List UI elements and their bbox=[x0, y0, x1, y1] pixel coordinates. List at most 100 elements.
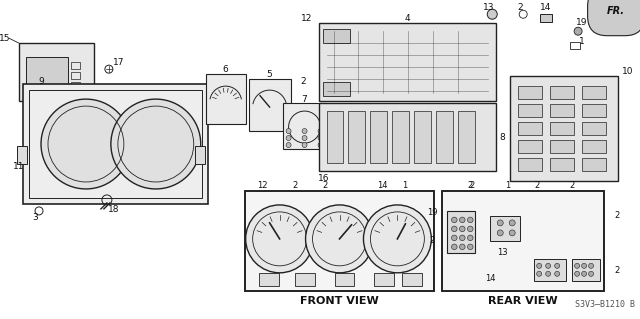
Text: FRONT VIEW: FRONT VIEW bbox=[300, 296, 379, 306]
Circle shape bbox=[451, 235, 457, 241]
Text: 1: 1 bbox=[402, 182, 407, 190]
Text: 2: 2 bbox=[292, 182, 297, 190]
Bar bbox=[294, 273, 314, 286]
Text: 2: 2 bbox=[301, 77, 307, 85]
Bar bbox=[319, 23, 496, 101]
Bar bbox=[205, 74, 246, 124]
Bar bbox=[582, 158, 606, 171]
Bar bbox=[518, 140, 542, 153]
Circle shape bbox=[451, 217, 457, 223]
Text: 13: 13 bbox=[483, 3, 494, 12]
Text: 2: 2 bbox=[468, 182, 473, 190]
Bar bbox=[550, 104, 574, 117]
Circle shape bbox=[460, 226, 465, 232]
Text: 19: 19 bbox=[427, 208, 438, 218]
Circle shape bbox=[467, 226, 473, 232]
Bar bbox=[244, 191, 435, 291]
Bar bbox=[326, 111, 344, 163]
Text: 9: 9 bbox=[38, 77, 44, 85]
Circle shape bbox=[451, 226, 457, 232]
Bar bbox=[572, 259, 600, 281]
Bar bbox=[582, 86, 606, 99]
Circle shape bbox=[589, 263, 593, 268]
Circle shape bbox=[497, 220, 503, 226]
Bar bbox=[550, 86, 574, 99]
Bar bbox=[458, 111, 476, 163]
Circle shape bbox=[460, 244, 465, 250]
Bar bbox=[23, 84, 208, 204]
Text: 2: 2 bbox=[322, 182, 327, 190]
Text: 17: 17 bbox=[113, 58, 124, 67]
Circle shape bbox=[537, 271, 541, 276]
Text: REAR VIEW: REAR VIEW bbox=[488, 296, 558, 306]
Bar bbox=[582, 122, 606, 135]
Text: 19: 19 bbox=[577, 18, 588, 27]
Circle shape bbox=[487, 9, 497, 19]
Bar bbox=[550, 140, 574, 153]
Circle shape bbox=[318, 136, 323, 141]
Circle shape bbox=[318, 129, 323, 134]
Text: 8: 8 bbox=[499, 132, 505, 142]
Bar bbox=[349, 111, 365, 163]
Bar bbox=[414, 111, 431, 163]
Text: 18: 18 bbox=[108, 205, 120, 214]
Bar bbox=[534, 259, 566, 281]
Text: S3V3–B1210 B: S3V3–B1210 B bbox=[575, 300, 635, 309]
Circle shape bbox=[575, 263, 580, 268]
Bar bbox=[17, 146, 27, 164]
Text: 2: 2 bbox=[429, 236, 435, 245]
Text: 4: 4 bbox=[404, 14, 410, 23]
Circle shape bbox=[111, 99, 201, 189]
Circle shape bbox=[305, 205, 374, 273]
Bar bbox=[323, 82, 351, 96]
Bar bbox=[319, 103, 496, 171]
Bar bbox=[29, 90, 202, 198]
Text: 11: 11 bbox=[13, 162, 25, 172]
Text: 2: 2 bbox=[470, 182, 475, 190]
Text: 15: 15 bbox=[0, 34, 11, 43]
Bar bbox=[195, 146, 205, 164]
Bar bbox=[442, 191, 604, 291]
Bar bbox=[71, 82, 80, 89]
Bar bbox=[436, 111, 453, 163]
Circle shape bbox=[460, 235, 465, 241]
Circle shape bbox=[286, 129, 291, 134]
Bar bbox=[447, 211, 476, 253]
Circle shape bbox=[467, 235, 473, 241]
Bar bbox=[582, 104, 606, 117]
Circle shape bbox=[460, 217, 465, 223]
Bar bbox=[490, 216, 520, 241]
Bar bbox=[392, 111, 410, 163]
Text: 5: 5 bbox=[267, 70, 273, 79]
Bar bbox=[518, 104, 542, 117]
Bar bbox=[71, 62, 80, 69]
Circle shape bbox=[451, 244, 457, 250]
Bar bbox=[249, 79, 291, 131]
Text: 14: 14 bbox=[377, 182, 388, 190]
Text: 14: 14 bbox=[485, 274, 495, 283]
Bar bbox=[374, 273, 394, 286]
Text: 2: 2 bbox=[517, 3, 523, 12]
Bar bbox=[403, 273, 422, 286]
Bar bbox=[19, 43, 94, 101]
Text: 7: 7 bbox=[301, 95, 307, 104]
Circle shape bbox=[537, 263, 541, 268]
Circle shape bbox=[467, 244, 473, 250]
Bar bbox=[371, 111, 387, 163]
Bar bbox=[510, 76, 618, 181]
Circle shape bbox=[246, 205, 314, 273]
Circle shape bbox=[546, 271, 550, 276]
Bar bbox=[582, 140, 606, 153]
Text: 16: 16 bbox=[318, 174, 329, 183]
Bar bbox=[518, 122, 542, 135]
Circle shape bbox=[302, 136, 307, 141]
Text: 1: 1 bbox=[504, 182, 510, 190]
Circle shape bbox=[286, 136, 291, 141]
Circle shape bbox=[509, 220, 515, 226]
Circle shape bbox=[509, 230, 515, 236]
Text: 13: 13 bbox=[497, 249, 508, 257]
Bar bbox=[550, 122, 574, 135]
Circle shape bbox=[41, 99, 131, 189]
Text: 12: 12 bbox=[257, 182, 268, 190]
Text: 10: 10 bbox=[622, 67, 634, 76]
